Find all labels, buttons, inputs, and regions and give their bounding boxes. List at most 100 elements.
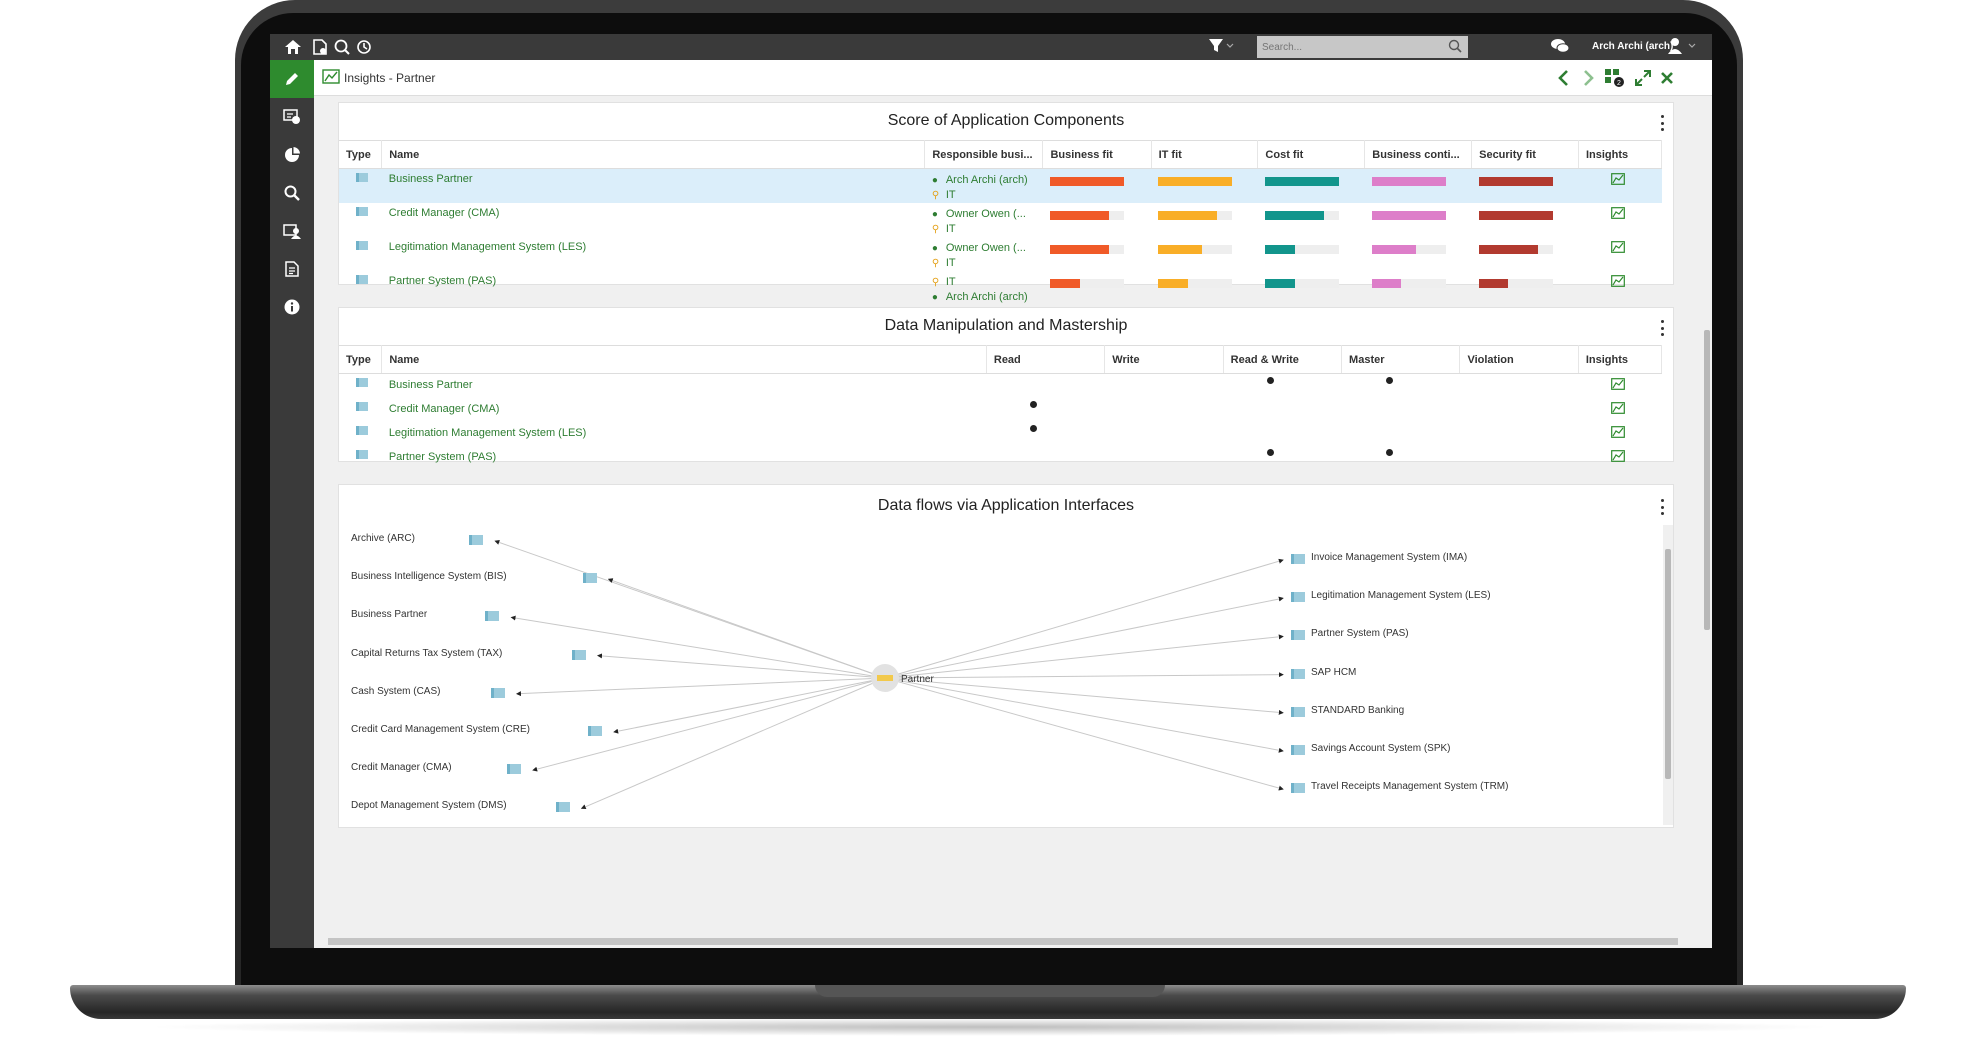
search-input[interactable] (1257, 36, 1437, 58)
insights-icon[interactable] (1611, 425, 1626, 441)
insights-icon[interactable] (1611, 378, 1626, 393)
score-col-header[interactable]: Business conti... (1364, 140, 1473, 169)
sidebar-item-people[interactable] (270, 212, 314, 250)
data-col-header[interactable]: Name (381, 345, 987, 374)
table-row[interactable]: Partner System (PAS) (339, 446, 1662, 470)
insights-cell[interactable] (1578, 203, 1661, 237)
name-cell[interactable]: Partner System (PAS) (382, 446, 987, 470)
table-row[interactable]: Business Partner ● Arch Archi (arch) ⚲ IT (339, 168, 1662, 204)
flow-node-label[interactable]: Invoice Management System (IMA) (1311, 552, 1468, 563)
score-col-header[interactable]: Name (381, 140, 926, 169)
responsible-entry[interactable]: ⚲ IT (932, 275, 1043, 290)
sidebar-item-charts[interactable] (270, 136, 314, 174)
insights-cell[interactable] (1578, 374, 1661, 398)
close-button[interactable] (1656, 67, 1678, 89)
home-icon[interactable] (283, 37, 303, 57)
row-name-link[interactable]: Partner System (PAS) (388, 275, 497, 287)
flow-node-label[interactable]: Business Intelligence System (BIS) (351, 571, 507, 583)
insights-icon[interactable] (1611, 401, 1626, 417)
data-col-header[interactable]: Insights (1578, 345, 1663, 374)
name-cell[interactable]: Legitimation Management System (LES) (382, 237, 925, 271)
insights-cell[interactable] (1578, 237, 1661, 271)
flow-node-label[interactable]: SAP HCM (1311, 666, 1357, 678)
user-name[interactable]: Arch Archi (arch) (1592, 41, 1674, 52)
sidebar-item-reports[interactable] (270, 98, 314, 136)
chat-icon[interactable] (1550, 38, 1570, 59)
row-name-link[interactable]: Legitimation Management System (LES) (388, 241, 587, 253)
content-scrollbar[interactable] (1702, 96, 1712, 932)
insights-icon[interactable] (1611, 449, 1626, 465)
flow-node-label[interactable]: Savings Account System (SPK) (1311, 743, 1451, 754)
table-row[interactable]: Business Partner (339, 374, 1662, 398)
dashboard-button[interactable]: 2 (1604, 67, 1626, 89)
flow-node-label[interactable]: Business Partner (351, 609, 428, 621)
table-row[interactable]: Credit Manager (CMA) ● Owner Owen (... ⚲ IT (339, 203, 1662, 237)
flow-node-label[interactable]: Cash System (CAS) (351, 685, 441, 697)
sidebar-item-search[interactable] (270, 174, 314, 212)
score-panel-menu-icon[interactable] (1659, 115, 1665, 131)
table-row[interactable]: Legitimation Management System (LES) (339, 422, 1662, 446)
back-button[interactable] (1552, 67, 1574, 89)
insights-cell[interactable] (1578, 446, 1661, 470)
sidebar-item-documents[interactable] (270, 250, 314, 288)
search-icon[interactable] (1448, 39, 1462, 53)
history-icon[interactable] (354, 37, 374, 57)
score-col-header[interactable]: Security fit (1471, 140, 1579, 169)
flow-node-label[interactable]: Capital Returns Tax System (TAX) (351, 647, 503, 659)
search-plus-icon[interactable] (332, 37, 352, 57)
name-cell[interactable]: Legitimation Management System (LES) (382, 422, 987, 446)
flow-node-label[interactable]: Archive (ARC) (351, 533, 415, 544)
data-panel-menu-icon[interactable] (1659, 320, 1665, 336)
data-col-header[interactable]: Master (1341, 345, 1461, 374)
name-cell[interactable]: Business Partner (382, 169, 925, 204)
forward-button[interactable] (1578, 67, 1600, 89)
flow-node-label[interactable]: Credit Manager (CMA) (351, 762, 452, 774)
center-node-label[interactable]: Partner (901, 674, 934, 685)
data-col-header[interactable]: Read & Write (1223, 345, 1343, 374)
insights-icon[interactable] (1611, 207, 1626, 222)
flow-scrollbar-thumb[interactable] (1665, 549, 1671, 779)
row-name-link[interactable]: Credit Manager (CMA) (388, 207, 500, 219)
flow-node-label[interactable]: Depot Management System (DMS) (351, 800, 507, 812)
insights-cell[interactable] (1578, 169, 1661, 204)
horizontal-scrollbar-thumb[interactable] (328, 938, 1678, 945)
data-col-header[interactable]: Read (986, 345, 1106, 374)
horizontal-scrollbar[interactable] (314, 934, 1700, 948)
responsible-entry[interactable]: ● Owner Owen (... (932, 207, 1043, 222)
insights-cell[interactable] (1578, 398, 1661, 422)
table-row[interactable]: Legitimation Management System (LES) ● Own… (339, 237, 1662, 271)
score-col-header[interactable]: Insights (1578, 140, 1663, 169)
name-cell[interactable]: Business Partner (382, 374, 987, 398)
score-col-header[interactable]: Type (339, 140, 383, 169)
score-col-header[interactable]: Responsible busi... (924, 140, 1044, 169)
name-cell[interactable]: Partner System (PAS) (382, 271, 925, 305)
content-scrollbar-thumb[interactable] (1704, 330, 1710, 630)
flow-panel-menu-icon[interactable] (1659, 499, 1665, 515)
table-row[interactable]: Partner System (PAS) ⚲ IT ● Arch Archi (arch… (339, 271, 1662, 305)
responsible-entry[interactable]: ● Arch Archi (arch) (932, 173, 1043, 188)
insights-icon[interactable] (1611, 173, 1626, 188)
responsible-entry[interactable]: ⚲ IT (932, 188, 1043, 203)
insights-cell[interactable] (1578, 422, 1661, 446)
sidebar-item-info[interactable] (270, 288, 314, 326)
flow-scrollbar[interactable] (1663, 525, 1673, 825)
score-col-header[interactable]: Cost fit (1257, 140, 1366, 169)
insights-cell[interactable] (1578, 271, 1661, 305)
data-col-header[interactable]: Write (1104, 345, 1224, 374)
name-cell[interactable]: Credit Manager (CMA) (382, 203, 925, 237)
insights-icon[interactable] (1611, 275, 1626, 290)
score-col-header[interactable]: Business fit (1042, 140, 1152, 169)
new-document-icon[interactable] (310, 37, 330, 57)
row-name-link[interactable]: Business Partner (388, 173, 473, 185)
row-name-link[interactable]: Legitimation Management System (LES) (388, 426, 587, 439)
flow-node-label[interactable]: Partner System (PAS) (1311, 628, 1409, 640)
responsible-entry[interactable]: ⚲ IT (932, 256, 1043, 271)
flow-node-label[interactable]: STANDARD Banking (1311, 704, 1405, 716)
search-box[interactable] (1257, 36, 1468, 58)
flow-node-label[interactable]: Travel Receipts Management System (TRM) (1311, 781, 1509, 793)
data-col-header[interactable]: Violation (1459, 345, 1579, 374)
filter-icon[interactable] (1208, 38, 1236, 56)
responsible-entry[interactable]: ● Arch Archi (arch) (932, 290, 1043, 305)
flow-node-label[interactable]: Legitimation Management System (LES) (1311, 590, 1491, 602)
flow-node-label[interactable]: Credit Card Management System (CRE) (351, 724, 530, 735)
